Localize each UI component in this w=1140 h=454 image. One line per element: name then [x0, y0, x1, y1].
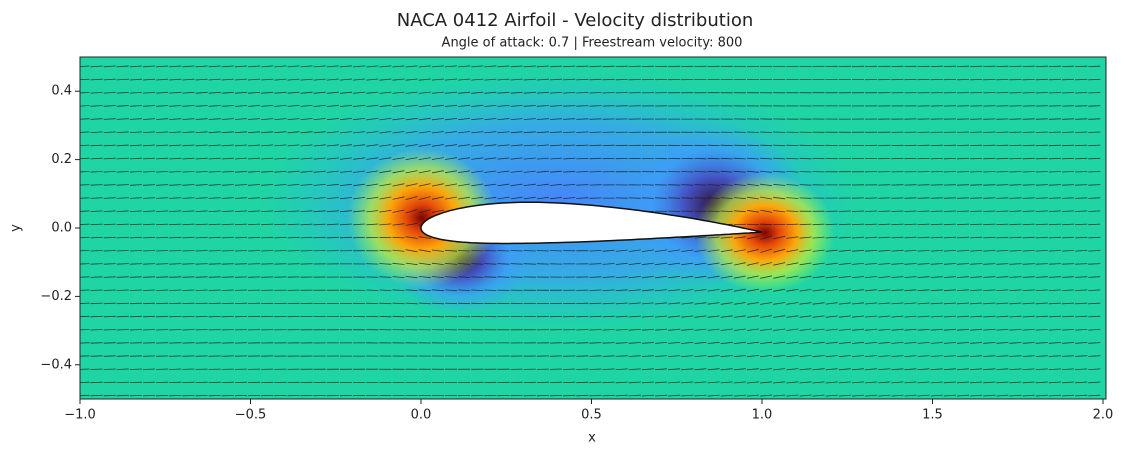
x-tick-label: 0.0	[411, 408, 432, 423]
chart-title: NACA 0412 Airfoil - Velocity distributio…	[397, 10, 754, 31]
x-axis-label: x	[588, 431, 596, 446]
chart-subtitle: Angle of attack: 0.7 | Freestream veloci…	[442, 36, 743, 51]
y-axis-label: y	[9, 224, 24, 232]
axes: −1.0 −0.5 0.0 0.5 1.0 1.5 2.0 −0.4 −0.2 0.0 0.2 0.4	[40, 84, 1113, 423]
flow-arrows	[80, 65, 1101, 397]
y-tick-label: 0.2	[51, 152, 72, 167]
airfoil	[420, 201, 763, 245]
y-tick-label: −0.4	[40, 357, 72, 372]
x-tick-label: 2.0	[1093, 408, 1114, 423]
x-tick-label: 1.5	[922, 408, 943, 423]
field-high	[347, 148, 497, 288]
quiver	[80, 65, 1101, 397]
x-tick-label: −1.0	[64, 408, 96, 423]
plot-area	[80, 57, 1106, 399]
x-tick-label: 1.0	[752, 408, 773, 423]
x-tick-label: 0.5	[581, 408, 602, 423]
y-tick-label: 0.4	[51, 84, 72, 99]
y-tick-label: 0.0	[51, 221, 72, 236]
x-tick-label: −0.5	[235, 408, 267, 423]
y-tick-label: −0.2	[40, 289, 72, 304]
